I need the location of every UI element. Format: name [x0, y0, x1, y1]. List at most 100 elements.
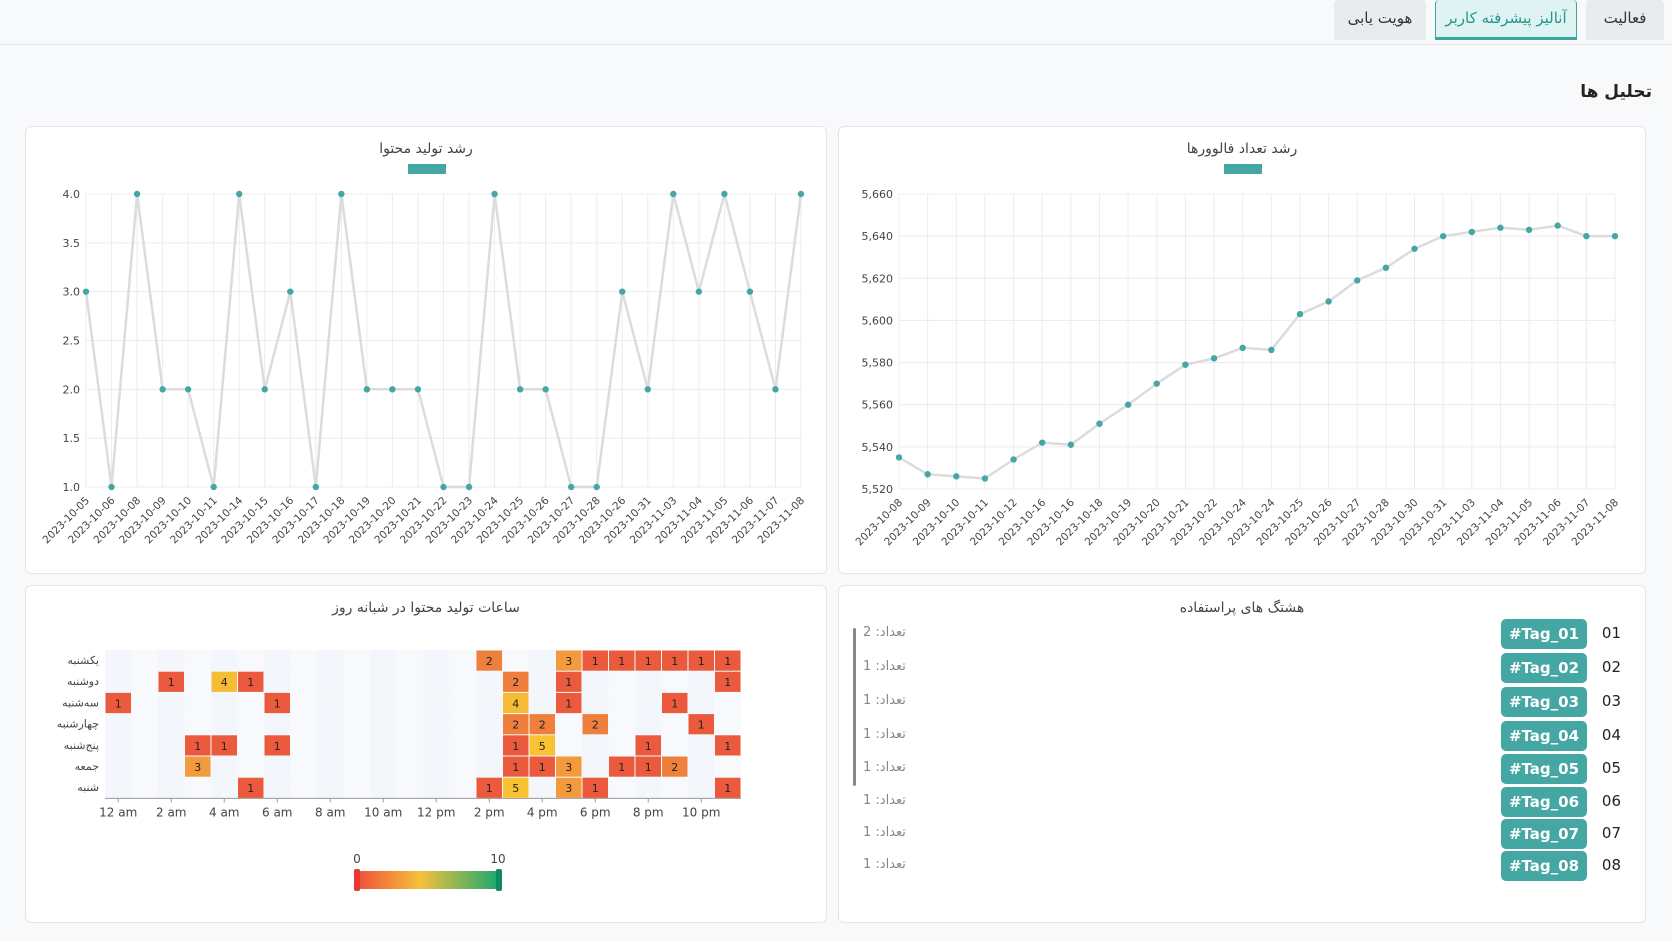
heatmap-cell[interactable]: [582, 777, 609, 798]
hashtag-row[interactable]: 06 #Tag_06 تعداد: 1: [839, 787, 1645, 817]
tab-identification[interactable]: هویت یابی: [1334, 0, 1426, 40]
hashtag-row[interactable]: 01 #Tag_01 تعداد: 2: [839, 619, 1645, 649]
followers-data-point[interactable]: [1525, 226, 1533, 234]
content-data-point[interactable]: [644, 386, 651, 393]
heatmap-cell[interactable]: [503, 756, 529, 777]
followers-data-point[interactable]: [1210, 355, 1218, 362]
content-data-point[interactable]: [82, 288, 90, 295]
followers-data-point[interactable]: [1325, 298, 1332, 305]
followers-data-point[interactable]: [1124, 401, 1132, 408]
heatmap-cell[interactable]: [185, 735, 211, 756]
content-data-point[interactable]: [338, 190, 345, 198]
hashtag-badge[interactable]: #Tag_06: [1501, 787, 1587, 817]
content-data-point[interactable]: [133, 190, 141, 198]
heatmap-cell[interactable]: [105, 692, 132, 714]
heatmap-cell[interactable]: [503, 735, 529, 756]
heatmap-cell[interactable]: [503, 714, 529, 735]
hashtag-badge[interactable]: #Tag_07: [1501, 819, 1587, 849]
followers-data-point[interactable]: [953, 473, 960, 480]
hashtags-scrollbar[interactable]: [853, 628, 856, 786]
tab-advanced-analysis[interactable]: آنالیز پیشرفته کاربر: [1435, 0, 1577, 40]
heatmap-cell[interactable]: [185, 756, 211, 777]
heatmap-scale-handle-min[interactable]: [354, 869, 360, 891]
content-data-point[interactable]: [184, 386, 192, 393]
content-data-point[interactable]: [593, 483, 600, 491]
followers-data-point[interactable]: [1010, 456, 1017, 463]
followers-data-point[interactable]: [1182, 361, 1189, 368]
heatmap-cell[interactable]: [503, 671, 529, 692]
tab-activity[interactable]: فعالیت: [1586, 0, 1664, 40]
content-data-point[interactable]: [287, 288, 294, 295]
hashtag-badge[interactable]: #Tag_05: [1501, 754, 1587, 784]
followers-data-point[interactable]: [1268, 346, 1275, 354]
heatmap-cell[interactable]: [556, 756, 582, 777]
followers-data-point[interactable]: [1153, 380, 1160, 387]
heatmap-cell[interactable]: [556, 777, 582, 798]
heatmap-cell[interactable]: [662, 756, 688, 777]
heatmap-cell[interactable]: [238, 777, 264, 798]
content-data-point[interactable]: [108, 483, 115, 491]
heatmap-cell[interactable]: [529, 756, 556, 777]
followers-data-point[interactable]: [1439, 232, 1447, 240]
heatmap-cell[interactable]: [211, 671, 238, 692]
hashtag-badge[interactable]: #Tag_04: [1501, 721, 1587, 751]
content-data-point[interactable]: [670, 190, 677, 198]
followers-data-point[interactable]: [1239, 344, 1246, 352]
content-data-point[interactable]: [236, 190, 243, 198]
followers-data-point[interactable]: [1411, 245, 1418, 252]
content-data-point[interactable]: [440, 483, 447, 491]
heatmap-cell[interactable]: [529, 735, 556, 756]
heatmap-cell[interactable]: [688, 714, 715, 735]
followers-data-point[interactable]: [1296, 310, 1304, 318]
heatmap-cell[interactable]: [662, 692, 688, 714]
heatmap-cell[interactable]: [582, 650, 609, 671]
content-data-point[interactable]: [210, 483, 217, 491]
followers-data-point[interactable]: [1096, 420, 1103, 427]
hashtag-row[interactable]: 08 #Tag_08 تعداد: 1: [839, 851, 1645, 881]
heatmap-cell[interactable]: [211, 735, 238, 756]
content-data-point[interactable]: [542, 386, 549, 393]
followers-data-point[interactable]: [1354, 277, 1361, 284]
heatmap-cell[interactable]: [582, 714, 609, 735]
followers-legend-swatch[interactable]: [1224, 164, 1262, 174]
heatmap-cell[interactable]: [609, 756, 635, 777]
followers-data-point[interactable]: [895, 454, 903, 461]
heatmap-scale-handle-max[interactable]: [496, 869, 502, 891]
content-data-point[interactable]: [619, 288, 626, 295]
heatmap-cell[interactable]: [635, 650, 662, 671]
content-data-point[interactable]: [312, 483, 320, 491]
content-data-point[interactable]: [516, 386, 524, 393]
followers-data-point[interactable]: [924, 471, 931, 478]
followers-data-point[interactable]: [1611, 232, 1619, 240]
content-data-point[interactable]: [695, 288, 703, 295]
heatmap-cell[interactable]: [609, 650, 635, 671]
content-data-point[interactable]: [389, 386, 396, 393]
followers-data-point[interactable]: [1554, 222, 1561, 229]
heatmap-cell[interactable]: [476, 650, 503, 671]
content-data-point[interactable]: [797, 190, 805, 198]
hashtag-row[interactable]: 05 #Tag_05 تعداد: 1: [839, 754, 1645, 784]
heatmap-cell[interactable]: [238, 671, 264, 692]
heatmap-cell[interactable]: [688, 650, 715, 671]
content-data-point[interactable]: [363, 386, 371, 393]
followers-data-point[interactable]: [1583, 232, 1590, 240]
heatmap-cell[interactable]: [556, 650, 582, 671]
heatmap-cell[interactable]: [662, 650, 688, 671]
heatmap-cell[interactable]: [158, 671, 185, 692]
hashtag-row[interactable]: 02 #Tag_02 تعداد: 1: [839, 653, 1645, 683]
hashtag-badge[interactable]: #Tag_08: [1501, 851, 1587, 881]
hashtag-badge[interactable]: #Tag_03: [1501, 687, 1587, 717]
content-data-point[interactable]: [465, 483, 473, 491]
hashtag-badge[interactable]: #Tag_01: [1501, 619, 1587, 649]
content-data-point[interactable]: [261, 386, 268, 393]
heatmap-cell[interactable]: [635, 756, 662, 777]
heatmap-cell[interactable]: [503, 692, 529, 714]
followers-data-point[interactable]: [1067, 441, 1075, 448]
heatmap-cell[interactable]: [556, 692, 582, 714]
heatmap-cell[interactable]: [264, 735, 291, 756]
content-legend-swatch[interactable]: [408, 164, 446, 174]
heatmap-cell[interactable]: [556, 671, 582, 692]
followers-data-point[interactable]: [981, 475, 989, 482]
content-data-point[interactable]: [414, 386, 422, 393]
heatmap-cell[interactable]: [264, 692, 291, 714]
